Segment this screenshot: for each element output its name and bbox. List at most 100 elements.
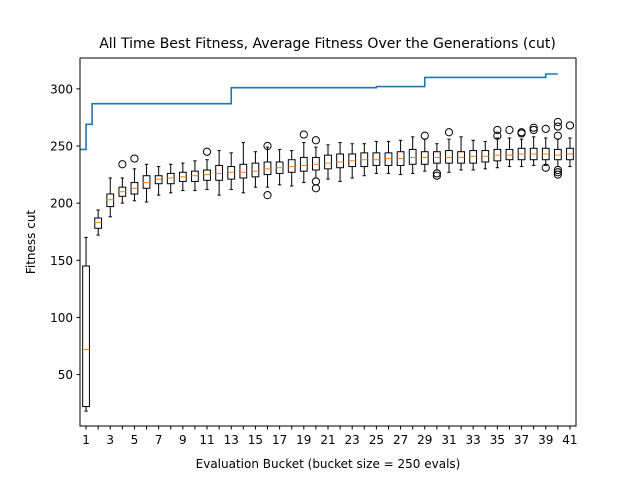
flier-point bbox=[553, 117, 562, 127]
flier-point bbox=[202, 147, 212, 156]
flier-point bbox=[553, 131, 562, 140]
box-iqr bbox=[469, 150, 478, 164]
flier-point bbox=[517, 129, 526, 138]
flier-point bbox=[130, 154, 139, 163]
box-36 bbox=[505, 125, 514, 168]
box-iqr bbox=[505, 148, 514, 161]
box-41 bbox=[565, 121, 575, 168]
flier-point bbox=[444, 128, 454, 137]
flier-point bbox=[493, 125, 502, 135]
x-tick-label: 41 bbox=[562, 433, 577, 447]
box-38 bbox=[529, 123, 538, 166]
x-tick-label: 7 bbox=[155, 433, 163, 447]
x-tick-label: 33 bbox=[466, 433, 481, 447]
plot-area bbox=[80, 73, 575, 412]
x-tick-label: 19 bbox=[296, 433, 311, 447]
x-tick-label: 23 bbox=[345, 433, 360, 447]
y-tick-label: 200 bbox=[50, 197, 73, 211]
box-iqr bbox=[82, 265, 90, 408]
box-4 bbox=[118, 160, 127, 204]
box-iqr bbox=[191, 170, 199, 182]
box-16 bbox=[263, 141, 272, 200]
box-12 bbox=[215, 150, 224, 196]
box-iqr bbox=[94, 217, 103, 229]
box-40 bbox=[553, 117, 562, 179]
x-tick-label: 21 bbox=[320, 433, 335, 447]
box-iqr bbox=[251, 162, 260, 178]
chart-title: All Time Best Fitness, Average Fitness O… bbox=[99, 36, 556, 52]
box-37 bbox=[517, 128, 526, 168]
box-iqr bbox=[203, 169, 211, 181]
box-34 bbox=[481, 140, 490, 170]
box-13 bbox=[227, 152, 236, 190]
flier-point bbox=[118, 160, 127, 169]
x-tick-label: 5 bbox=[131, 433, 139, 447]
box-iqr bbox=[324, 154, 332, 170]
box-iqr bbox=[142, 175, 151, 189]
box-7 bbox=[154, 166, 163, 196]
box-15 bbox=[251, 151, 260, 188]
box-21 bbox=[324, 144, 332, 180]
box-5 bbox=[130, 154, 139, 202]
box-iqr bbox=[384, 152, 393, 166]
flier-point bbox=[299, 130, 308, 139]
box-27 bbox=[396, 139, 405, 176]
box-iqr bbox=[408, 148, 417, 165]
box-11 bbox=[202, 147, 212, 190]
box-31 bbox=[444, 128, 454, 173]
box-iqr bbox=[312, 156, 320, 171]
box-iqr bbox=[372, 152, 381, 166]
box-30 bbox=[432, 143, 441, 180]
box-iqr bbox=[154, 175, 163, 185]
flier-point bbox=[505, 125, 514, 135]
box-iqr bbox=[215, 164, 224, 181]
flier-point bbox=[553, 170, 562, 179]
box-23 bbox=[348, 143, 357, 179]
box-1 bbox=[82, 236, 90, 412]
box-iqr bbox=[553, 148, 562, 161]
flier-point bbox=[311, 184, 321, 193]
x-tick-label: 31 bbox=[441, 433, 456, 447]
x-tick-label: 29 bbox=[417, 433, 432, 447]
box-19 bbox=[299, 130, 308, 184]
x-tick-label: 25 bbox=[369, 433, 384, 447]
flier-point bbox=[529, 125, 538, 135]
box-18 bbox=[287, 150, 296, 187]
x-tick-label: 13 bbox=[224, 433, 239, 447]
y-tick-label: 250 bbox=[50, 140, 73, 154]
box-iqr bbox=[299, 156, 308, 172]
box-25 bbox=[372, 140, 381, 174]
box-3 bbox=[106, 177, 115, 218]
box-39 bbox=[541, 124, 550, 172]
flier-point bbox=[553, 168, 562, 177]
box-35 bbox=[493, 125, 502, 169]
box-9 bbox=[178, 162, 187, 192]
box-iqr bbox=[166, 172, 175, 185]
box-24 bbox=[360, 143, 369, 177]
box-14 bbox=[239, 142, 248, 194]
flier-point bbox=[541, 124, 550, 133]
y-tick-label: 150 bbox=[50, 254, 73, 268]
box-32 bbox=[457, 136, 465, 171]
flier-point bbox=[420, 131, 429, 140]
box-22 bbox=[336, 142, 344, 182]
x-tick-label: 17 bbox=[272, 433, 287, 447]
box-iqr bbox=[445, 150, 453, 164]
x-tick-label: 27 bbox=[393, 433, 408, 447]
box-26 bbox=[384, 140, 393, 174]
x-tick-label: 39 bbox=[538, 433, 553, 447]
x-tick-label: 37 bbox=[514, 433, 529, 447]
best-fitness-line bbox=[80, 73, 558, 151]
box-8 bbox=[166, 163, 175, 194]
y-axis-label: Fitness cut bbox=[24, 210, 38, 275]
x-axis-label: Evaluation Bucket (bucket size = 250 eva… bbox=[196, 457, 461, 471]
y-tick-label: 50 bbox=[58, 368, 73, 382]
box-10 bbox=[191, 160, 199, 192]
x-axis: 1 3 5 7 9 11 13 15 17 19 21 23 25 27 29 31 33 35 37 39 41 bbox=[82, 426, 578, 447]
y-axis: 50 100 150 200 250 300 bbox=[50, 82, 80, 382]
x-tick-label: 1 bbox=[82, 433, 90, 447]
x-tick-label: 35 bbox=[490, 433, 505, 447]
box-iqr bbox=[227, 166, 236, 180]
box-6 bbox=[142, 163, 151, 203]
